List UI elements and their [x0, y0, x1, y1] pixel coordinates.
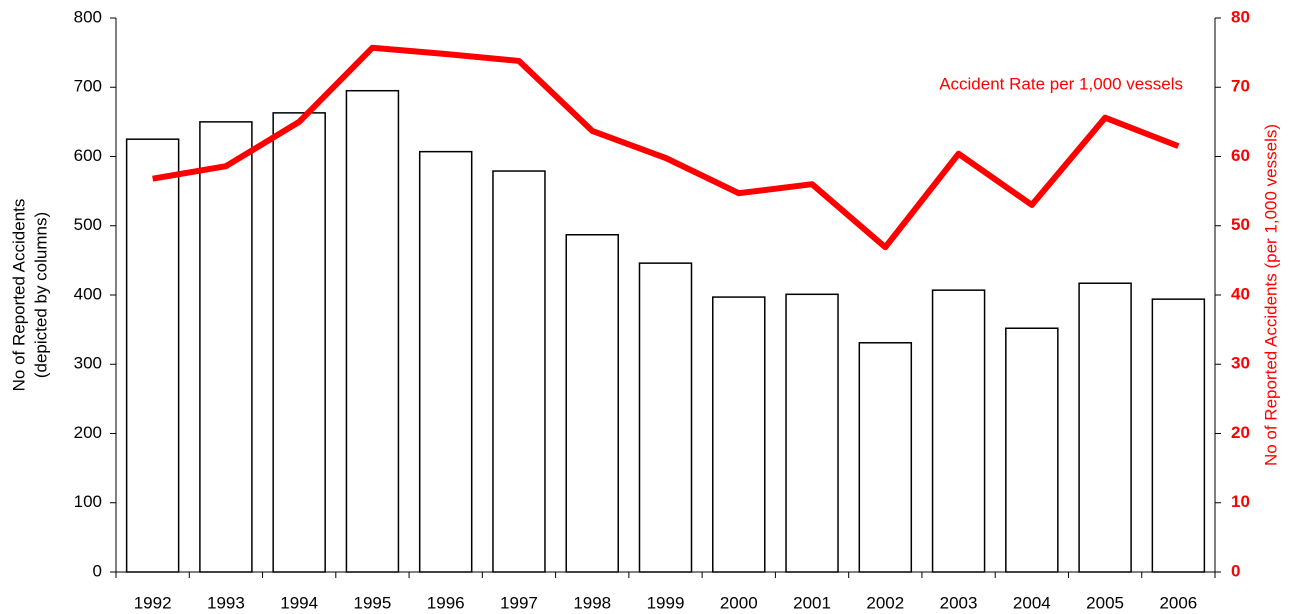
x-tick-label: 1999: [647, 593, 685, 612]
x-tick-label: 1998: [573, 593, 611, 612]
y2-tick-label: 80: [1231, 7, 1250, 26]
y-tick-label: 400: [74, 284, 102, 303]
y2-tick-label: 20: [1231, 423, 1250, 442]
y2-tick-label: 50: [1231, 215, 1250, 234]
bar: [125, 138, 180, 573]
bar: [345, 89, 400, 573]
y-axis-label: (depicted by columns): [31, 212, 50, 378]
bar: [638, 262, 693, 573]
annotation: Accident Rate per 1,000 vessels: [939, 74, 1183, 93]
y-tick-label: 600: [74, 146, 102, 165]
bar: [1078, 282, 1132, 573]
y2-tick-label: 60: [1231, 146, 1250, 165]
bar: [785, 293, 839, 573]
bar: [1151, 298, 1206, 573]
x-tick-label: 2004: [1013, 593, 1051, 612]
x-tick-label: 1993: [207, 593, 245, 612]
y2-tick-label: 40: [1231, 284, 1250, 303]
y2-tick-label: 10: [1231, 492, 1250, 511]
x-tick-label: 2002: [866, 593, 904, 612]
line: [152, 44, 1180, 251]
bar: [492, 170, 546, 573]
x-tick-label: 2000: [720, 593, 758, 612]
bar: [418, 150, 473, 573]
bar: [712, 296, 766, 573]
x-tick-label: 1996: [427, 593, 465, 612]
x-tick-label: 2001: [793, 593, 831, 612]
bar: [565, 234, 619, 573]
bar: [199, 121, 253, 573]
x-tick-label: 2003: [940, 593, 978, 612]
bar: [1005, 327, 1059, 573]
bar: [272, 112, 326, 573]
x-tick-label: 2005: [1086, 593, 1124, 612]
y-tick-label: 0: [93, 561, 102, 580]
y2-axis-label: No of Reported Accidents (per 1,000 vess…: [1261, 124, 1280, 466]
y-axis-label: No of Reported Accidents: [9, 199, 28, 392]
x-tick-label: 1994: [280, 593, 318, 612]
y-tick-label: 300: [74, 354, 102, 373]
y2-tick-label: 30: [1231, 354, 1250, 373]
y2-tick-label: 0: [1231, 561, 1240, 580]
bar: [858, 342, 913, 573]
y-tick-label: 500: [74, 215, 102, 234]
y-tick-label: 100: [74, 492, 102, 511]
bar: [931, 289, 986, 573]
x-tick-label: 1995: [354, 593, 392, 612]
x-tick-label: 1992: [134, 593, 172, 612]
y2-tick-label: 70: [1231, 77, 1250, 96]
y-tick-label: 200: [74, 423, 102, 442]
x-tick-label: 2006: [1159, 593, 1197, 612]
y-tick-label: 800: [74, 7, 102, 26]
x-tick-label: 1997: [500, 593, 538, 612]
y-tick-label: 700: [74, 77, 102, 96]
